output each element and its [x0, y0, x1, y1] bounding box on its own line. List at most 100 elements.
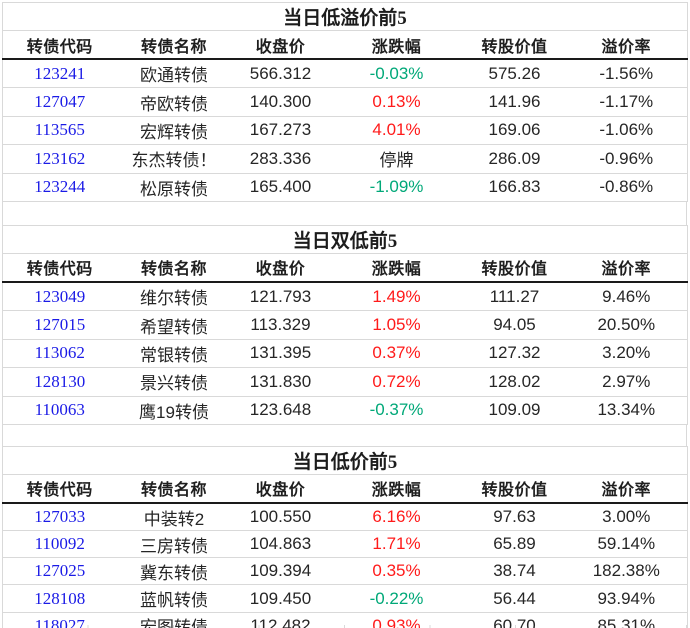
table-row: 118027 宏图转债 112.482 0.93% 60.70 85.31% [2, 612, 688, 628]
column-header-close-price: 收盘价 [231, 253, 330, 283]
cell-bond-code[interactable]: 123049 [2, 281, 117, 312]
column-header-bond-code: 转债代码 [2, 474, 117, 504]
cell-premium-rate: 85.31% [565, 612, 688, 628]
cell-close-price: 167.273 [231, 116, 330, 146]
cell-change-pct: 0.37% [329, 339, 464, 369]
table-row: 128108 蓝帆转债 109.450 -0.22% 56.44 93.94% [2, 584, 688, 613]
bond-table-low-premium: 当日低溢价前5 转债代码 转债名称 收盘价 涨跌幅 转股价值 溢价率 12324… [2, 2, 689, 202]
cell-bond-name: 维尔转债 [116, 281, 232, 312]
cell-conversion-value: 97.63 [463, 502, 566, 532]
cell-bond-code[interactable]: 123162 [2, 144, 117, 174]
column-header-close-price: 收盘价 [231, 474, 330, 504]
cell-bond-code[interactable]: 127047 [2, 87, 117, 117]
table-row: 123049 维尔转债 121.793 1.49% 111.27 9.46% [2, 281, 688, 312]
table-row: 110092 三房转债 104.863 1.71% 65.89 59.14% [2, 530, 688, 559]
cell-bond-code[interactable]: 127025 [2, 557, 117, 586]
cell-bond-code[interactable]: 110092 [2, 530, 117, 559]
cell-close-price: 165.400 [231, 173, 330, 202]
cell-bond-code[interactable]: 127015 [2, 310, 117, 340]
cell-bond-name: 欧通转债 [116, 59, 232, 89]
column-header-bond-name: 转债名称 [116, 253, 232, 283]
cell-premium-rate: 9.46% [565, 281, 688, 312]
cell-bond-name: 希望转债 [116, 310, 232, 340]
cell-conversion-value: 38.74 [463, 557, 566, 586]
cell-premium-rate: -0.86% [565, 173, 688, 202]
table-title: 当日低价前5 [2, 446, 688, 475]
table-title-row: 当日低溢价前5 [2, 2, 688, 31]
cell-change-pct: 1.71% [329, 530, 464, 559]
cell-bond-code[interactable]: 128130 [2, 367, 117, 397]
cell-change-pct: 1.05% [329, 310, 464, 340]
cell-bond-name: 宏图转债 [116, 612, 232, 628]
cell-bond-name: 景兴转债 [116, 367, 232, 397]
cell-change-pct: 6.16% [329, 502, 464, 532]
bond-table-low-price: 当日低价前5 转债代码 转债名称 收盘价 涨跌幅 转股价值 溢价率 127033… [2, 445, 689, 628]
cell-premium-rate: 20.50% [565, 310, 688, 340]
column-header-bond-code: 转债代码 [2, 253, 117, 283]
column-header-premium-rate: 溢价率 [565, 474, 688, 504]
column-header-conversion-value: 转股价值 [463, 474, 566, 504]
cell-conversion-value: 65.89 [463, 530, 566, 559]
table-header-row: 转债代码 转债名称 收盘价 涨跌幅 转股价值 溢价率 [2, 253, 688, 283]
cell-bond-code[interactable]: 123244 [2, 173, 117, 202]
cell-premium-rate: -1.06% [565, 116, 688, 146]
cell-close-price: 100.550 [231, 502, 330, 532]
column-header-change-pct: 涨跌幅 [329, 253, 464, 283]
cell-close-price: 123.648 [231, 396, 330, 425]
cell-change-pct: -0.37% [329, 396, 464, 425]
cell-bond-code[interactable]: 113062 [2, 339, 117, 369]
cell-change-pct: 0.35% [329, 557, 464, 586]
table-gap [2, 424, 687, 446]
cell-bond-code[interactable]: 123241 [2, 59, 117, 89]
cell-change-pct: 0.13% [329, 87, 464, 117]
cell-bond-code[interactable]: 113565 [2, 116, 117, 146]
cell-conversion-value: 109.09 [463, 396, 566, 425]
table-row: 123241 欧通转债 566.312 -0.03% 575.26 -1.56% [2, 59, 688, 89]
cell-bond-code[interactable]: 110063 [2, 396, 117, 425]
cell-bond-name: 宏辉转债 [116, 116, 232, 146]
cell-premium-rate: -0.96% [565, 144, 688, 174]
cell-conversion-value: 111.27 [463, 281, 566, 312]
cell-conversion-value: 141.96 [463, 87, 566, 117]
table-row: 113565 宏辉转债 167.273 4.01% 169.06 -1.06% [2, 116, 688, 146]
cell-bond-name: 冀东转债 [116, 557, 232, 586]
cell-premium-rate: 59.14% [565, 530, 688, 559]
table-row: 127015 希望转债 113.329 1.05% 94.05 20.50% [2, 310, 688, 340]
cell-close-price: 112.482 [231, 612, 330, 628]
cell-conversion-value: 127.32 [463, 339, 566, 369]
cell-close-price: 566.312 [231, 59, 330, 89]
column-header-change-pct: 涨跌幅 [329, 30, 464, 60]
cell-bond-code[interactable]: 127033 [2, 502, 117, 532]
table-row: 123162 东杰转债！ 283.336 停牌 286.09 -0.96% [2, 144, 688, 174]
cell-bond-name: 东杰转债！ [116, 144, 232, 174]
cell-premium-rate: -1.56% [565, 59, 688, 89]
column-header-bond-code: 转债代码 [2, 30, 117, 60]
cell-premium-rate: 93.94% [565, 584, 688, 613]
cell-bond-code[interactable]: 118027 [2, 612, 117, 628]
cell-conversion-value: 94.05 [463, 310, 566, 340]
table-title: 当日低溢价前5 [2, 2, 688, 31]
column-header-change-pct: 涨跌幅 [329, 474, 464, 504]
cutoff-gridline-row [2, 625, 688, 628]
cell-bond-name: 常银转债 [116, 339, 232, 369]
cell-conversion-value: 166.83 [463, 173, 566, 202]
cell-premium-rate: 3.00% [565, 502, 688, 532]
cell-close-price: 113.329 [231, 310, 330, 340]
cell-change-pct: 4.01% [329, 116, 464, 146]
cell-close-price: 109.450 [231, 584, 330, 613]
cell-conversion-value: 56.44 [463, 584, 566, 613]
cell-bond-code[interactable]: 128108 [2, 584, 117, 613]
cell-close-price: 104.863 [231, 530, 330, 559]
cell-bond-name: 三房转债 [116, 530, 232, 559]
table-row: 127033 中装转2 100.550 6.16% 97.63 3.00% [2, 502, 688, 532]
cell-premium-rate: -1.17% [565, 87, 688, 117]
cell-change-pct: -1.09% [329, 173, 464, 202]
table-row: 113062 常银转债 131.395 0.37% 127.32 3.20% [2, 339, 688, 369]
table-title: 当日双低前5 [2, 225, 688, 254]
cell-conversion-value: 169.06 [463, 116, 566, 146]
table-row: 127025 冀东转债 109.394 0.35% 38.74 182.38% [2, 557, 688, 586]
column-header-bond-name: 转债名称 [116, 474, 232, 504]
cell-change-pct: 0.93% [329, 612, 464, 628]
table-title-row: 当日双低前5 [2, 225, 688, 254]
cell-bond-name: 中装转2 [116, 502, 232, 532]
